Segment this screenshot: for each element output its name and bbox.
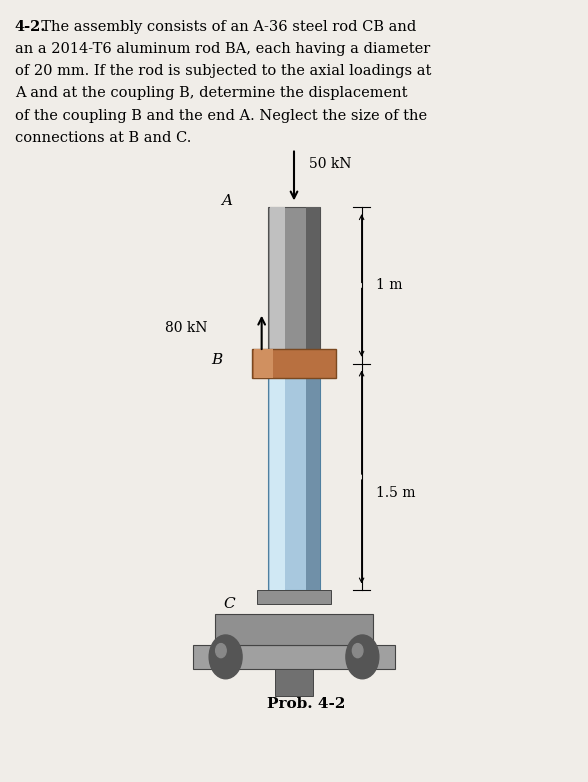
Bar [275,669,313,696]
Bar [215,614,373,645]
Bar [268,207,320,349]
Text: The assembly consists of an A-36 steel rod CB and: The assembly consists of an A-36 steel r… [32,20,416,34]
Bar [306,207,320,349]
Text: A: A [221,194,232,208]
Text: 1.5 m: 1.5 m [376,486,416,500]
Text: A and at the coupling B, determine the displacement: A and at the coupling B, determine the d… [15,87,407,100]
Bar [257,590,331,604]
Bar [306,378,320,590]
Bar [193,645,395,669]
Text: connections at B and C.: connections at B and C. [15,131,191,145]
Text: 1 m: 1 m [376,278,403,292]
Circle shape [216,644,226,658]
Circle shape [352,644,363,658]
Text: 50 kN: 50 kN [309,157,351,171]
Text: of the coupling B and the end A. Neglect the size of the: of the coupling B and the end A. Neglect… [15,109,427,123]
Bar [252,349,336,378]
Text: 4-2.: 4-2. [15,20,46,34]
Circle shape [346,635,379,679]
Text: C: C [223,597,235,612]
Circle shape [209,635,242,679]
Text: an a 2014-T6 aluminum rod BA, each having a diameter: an a 2014-T6 aluminum rod BA, each havin… [15,41,430,56]
Bar [270,207,285,349]
Text: of 20 mm. If the rod is subjected to the axial loadings at: of 20 mm. If the rod is subjected to the… [15,64,431,78]
Text: 80 kN: 80 kN [165,321,207,335]
Bar [268,378,320,590]
Text: B: B [211,353,222,367]
Bar [270,378,285,590]
Bar [254,349,273,378]
Text: Prob. 4-2: Prob. 4-2 [266,697,345,711]
